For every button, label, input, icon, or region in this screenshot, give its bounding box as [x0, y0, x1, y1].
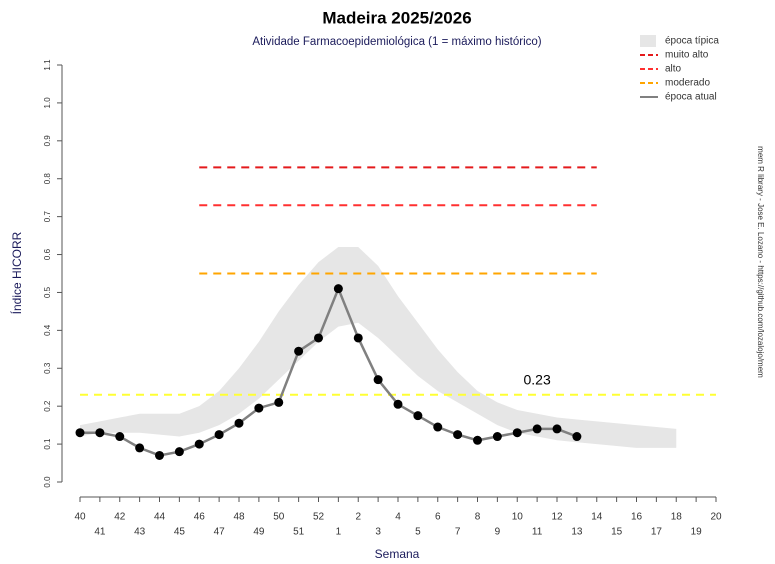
current-point — [294, 346, 304, 356]
current-point — [254, 403, 264, 413]
current-point — [75, 428, 85, 438]
x-tick-label: 40 — [74, 512, 86, 523]
current-point — [135, 443, 145, 453]
x-tick-label: 16 — [631, 512, 643, 523]
x-tick-label: 41 — [94, 527, 106, 538]
current-point — [214, 430, 224, 440]
y-tick-label: 1.0 — [43, 97, 52, 109]
y-tick-label: 0.6 — [43, 248, 52, 260]
y-tick-label: 0.5 — [43, 286, 52, 298]
x-tick-label: 49 — [253, 527, 265, 538]
y-tick-label: 0.3 — [43, 362, 52, 374]
legend-swatch — [640, 35, 656, 47]
current-point — [512, 428, 522, 438]
x-tick-label: 17 — [651, 527, 663, 538]
x-tick-label: 52 — [313, 512, 325, 523]
x-tick-label: 2 — [355, 512, 361, 523]
current-point — [353, 333, 363, 343]
x-tick-label: 12 — [551, 512, 563, 523]
x-axis-title: Semana — [375, 547, 420, 561]
x-tick-label: 5 — [415, 527, 421, 538]
current-point — [95, 428, 105, 438]
x-tick-label: 18 — [671, 512, 683, 523]
y-tick-label: 0.9 — [43, 135, 52, 147]
y-axis-title: Índice HICORR — [9, 231, 24, 314]
y-tick-label: 0.0 — [43, 476, 52, 488]
x-tick-label: 42 — [114, 512, 126, 523]
current-point — [174, 447, 184, 457]
current-point — [572, 432, 582, 442]
current-point — [234, 418, 244, 428]
y-tick-label: 1.1 — [43, 59, 52, 71]
chart-title: Madeira 2025/2026 — [322, 8, 471, 27]
x-tick-label: 7 — [455, 527, 461, 538]
x-tick-label: 48 — [233, 512, 245, 523]
x-tick-label: 8 — [475, 512, 481, 523]
x-tick-label: 13 — [571, 527, 583, 538]
current-point — [433, 422, 443, 432]
x-tick-label: 51 — [293, 527, 305, 538]
legend-label: moderado — [665, 78, 710, 89]
y-tick-label: 0.8 — [43, 173, 52, 185]
x-tick-label: 6 — [435, 512, 441, 523]
y-tick-label: 0.7 — [43, 211, 52, 223]
x-tick-label: 10 — [512, 512, 524, 523]
current-point — [532, 424, 542, 434]
x-tick-label: 47 — [214, 527, 226, 538]
legend-label: época atual — [665, 92, 717, 103]
typical-band — [80, 246, 677, 448]
current-point — [194, 439, 204, 449]
x-tick-label: 9 — [495, 527, 501, 538]
current-point — [453, 430, 463, 440]
current-point — [492, 432, 502, 442]
current-point — [393, 399, 403, 409]
side-note: mem R library - Jose E. Lozano - https:/… — [756, 146, 765, 378]
legend-label: época típica — [665, 36, 719, 47]
x-tick-label: 20 — [710, 512, 722, 523]
x-tick-label: 45 — [174, 527, 186, 538]
current-point — [373, 375, 383, 385]
x-tick-label: 3 — [375, 527, 381, 538]
reference-label: 0.23 — [524, 372, 551, 388]
current-point — [333, 284, 343, 294]
x-tick-label: 43 — [134, 527, 146, 538]
x-tick-label: 11 — [532, 527, 543, 538]
x-tick-label: 4 — [395, 512, 401, 523]
current-point — [552, 424, 562, 434]
current-point — [115, 432, 125, 442]
x-tick-label: 15 — [611, 527, 623, 538]
x-tick-label: 44 — [154, 512, 166, 523]
current-point — [314, 333, 323, 343]
y-tick-label: 0.2 — [43, 400, 52, 412]
y-tick-label: 0.1 — [43, 438, 52, 450]
x-tick-label: 1 — [336, 527, 342, 538]
y-tick-label: 0.4 — [43, 324, 52, 336]
current-point — [155, 450, 164, 460]
x-tick-label: 19 — [691, 527, 703, 538]
current-point — [413, 411, 423, 421]
current-point — [473, 435, 482, 445]
x-tick-label: 46 — [194, 512, 206, 523]
legend-label: muito alto — [665, 50, 709, 61]
current-point — [274, 397, 284, 407]
chart-subtitle: Atividade Farmacoepidemiológica (1 = máx… — [252, 36, 541, 48]
x-tick-label: 50 — [273, 512, 285, 523]
x-tick-label: 14 — [591, 512, 603, 523]
legend-label: alto — [665, 64, 682, 75]
